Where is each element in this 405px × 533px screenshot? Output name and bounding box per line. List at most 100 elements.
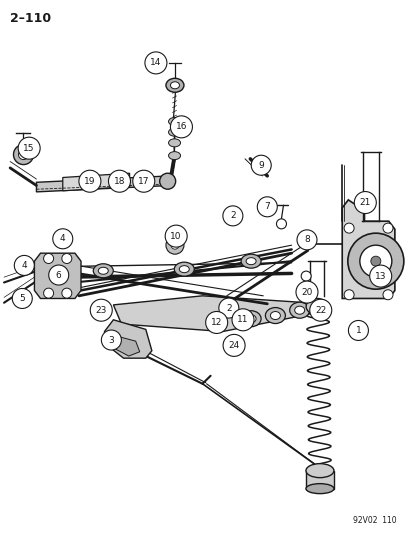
Text: 8: 8 <box>304 236 310 244</box>
Ellipse shape <box>290 302 310 318</box>
Text: 9: 9 <box>258 161 264 169</box>
Ellipse shape <box>241 311 261 327</box>
Text: 17: 17 <box>138 177 149 185</box>
Text: 2–110: 2–110 <box>10 12 51 25</box>
Text: 7: 7 <box>264 203 270 211</box>
Text: 5: 5 <box>19 294 25 303</box>
Ellipse shape <box>166 78 184 92</box>
Ellipse shape <box>265 308 286 324</box>
Circle shape <box>109 170 130 192</box>
Circle shape <box>18 137 40 159</box>
Circle shape <box>219 298 239 318</box>
Text: 16: 16 <box>176 123 187 131</box>
Circle shape <box>79 170 101 192</box>
Circle shape <box>145 52 167 74</box>
Text: 23: 23 <box>96 306 107 314</box>
Ellipse shape <box>213 317 220 323</box>
Circle shape <box>348 233 404 289</box>
Circle shape <box>297 230 317 250</box>
Ellipse shape <box>295 306 305 314</box>
Ellipse shape <box>168 139 181 147</box>
Text: 24: 24 <box>228 341 240 350</box>
Ellipse shape <box>168 117 181 126</box>
Circle shape <box>370 265 392 287</box>
Ellipse shape <box>246 314 256 323</box>
Polygon shape <box>111 335 140 356</box>
Ellipse shape <box>160 173 176 189</box>
Circle shape <box>44 288 53 298</box>
Text: 4: 4 <box>60 235 66 243</box>
Circle shape <box>90 299 112 321</box>
Text: 92V02  110: 92V02 110 <box>354 516 397 525</box>
Ellipse shape <box>179 265 189 273</box>
Polygon shape <box>63 173 130 191</box>
Text: 11: 11 <box>237 316 249 324</box>
Circle shape <box>171 241 179 249</box>
Circle shape <box>344 290 354 300</box>
Circle shape <box>206 311 228 334</box>
Ellipse shape <box>93 264 113 278</box>
Text: 10: 10 <box>171 232 182 240</box>
Circle shape <box>13 144 34 165</box>
Circle shape <box>62 254 72 263</box>
Circle shape <box>257 197 277 217</box>
Text: 1: 1 <box>356 326 361 335</box>
Ellipse shape <box>271 311 280 320</box>
Polygon shape <box>34 253 81 298</box>
Circle shape <box>165 225 187 247</box>
Circle shape <box>223 206 243 226</box>
Ellipse shape <box>98 267 108 274</box>
Circle shape <box>348 320 369 341</box>
Text: 22: 22 <box>315 306 326 314</box>
Text: 13: 13 <box>375 272 386 280</box>
Circle shape <box>44 254 53 263</box>
Circle shape <box>310 299 332 321</box>
Circle shape <box>12 288 32 309</box>
Circle shape <box>49 265 69 285</box>
Circle shape <box>371 256 381 266</box>
Ellipse shape <box>246 257 256 265</box>
Ellipse shape <box>241 254 261 268</box>
Bar <box>306 471 334 489</box>
Circle shape <box>301 271 311 281</box>
Circle shape <box>354 191 376 214</box>
Circle shape <box>251 155 271 175</box>
Circle shape <box>232 309 254 331</box>
Text: 2: 2 <box>230 212 236 220</box>
Text: 20: 20 <box>301 288 313 296</box>
Circle shape <box>277 219 286 229</box>
Ellipse shape <box>171 82 179 89</box>
Circle shape <box>171 116 192 138</box>
Text: 18: 18 <box>114 177 125 185</box>
Ellipse shape <box>312 302 322 311</box>
Polygon shape <box>113 296 308 332</box>
Circle shape <box>344 223 354 233</box>
Text: 2: 2 <box>226 304 232 312</box>
Ellipse shape <box>306 464 334 478</box>
Text: 21: 21 <box>360 198 371 207</box>
Circle shape <box>166 236 184 254</box>
Ellipse shape <box>168 151 181 160</box>
Text: 19: 19 <box>84 177 96 185</box>
Ellipse shape <box>306 483 334 494</box>
Text: 14: 14 <box>150 59 162 67</box>
Polygon shape <box>36 176 170 192</box>
Circle shape <box>383 290 393 300</box>
Text: 12: 12 <box>211 318 222 327</box>
Ellipse shape <box>306 298 328 314</box>
Ellipse shape <box>168 128 181 136</box>
Ellipse shape <box>210 314 224 326</box>
Circle shape <box>296 281 318 303</box>
Circle shape <box>133 170 155 192</box>
Polygon shape <box>104 320 152 358</box>
Circle shape <box>19 150 28 159</box>
Text: 6: 6 <box>56 271 62 279</box>
Circle shape <box>383 223 393 233</box>
Circle shape <box>53 229 73 249</box>
Circle shape <box>14 255 34 276</box>
Circle shape <box>101 330 122 350</box>
Ellipse shape <box>174 262 194 276</box>
Polygon shape <box>342 200 395 298</box>
Circle shape <box>62 288 72 298</box>
Text: 3: 3 <box>109 336 114 344</box>
